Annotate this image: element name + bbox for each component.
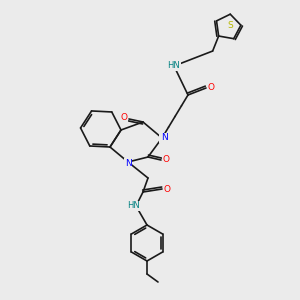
- Text: O: O: [208, 82, 214, 91]
- Text: HN: HN: [168, 61, 180, 70]
- Text: HN: HN: [128, 202, 140, 211]
- Text: N: N: [160, 134, 167, 142]
- Text: O: O: [164, 184, 170, 194]
- Text: O: O: [121, 113, 128, 122]
- Text: S: S: [227, 20, 233, 29]
- Text: N: N: [160, 134, 167, 142]
- Text: N: N: [124, 158, 131, 167]
- Text: O: O: [163, 155, 170, 164]
